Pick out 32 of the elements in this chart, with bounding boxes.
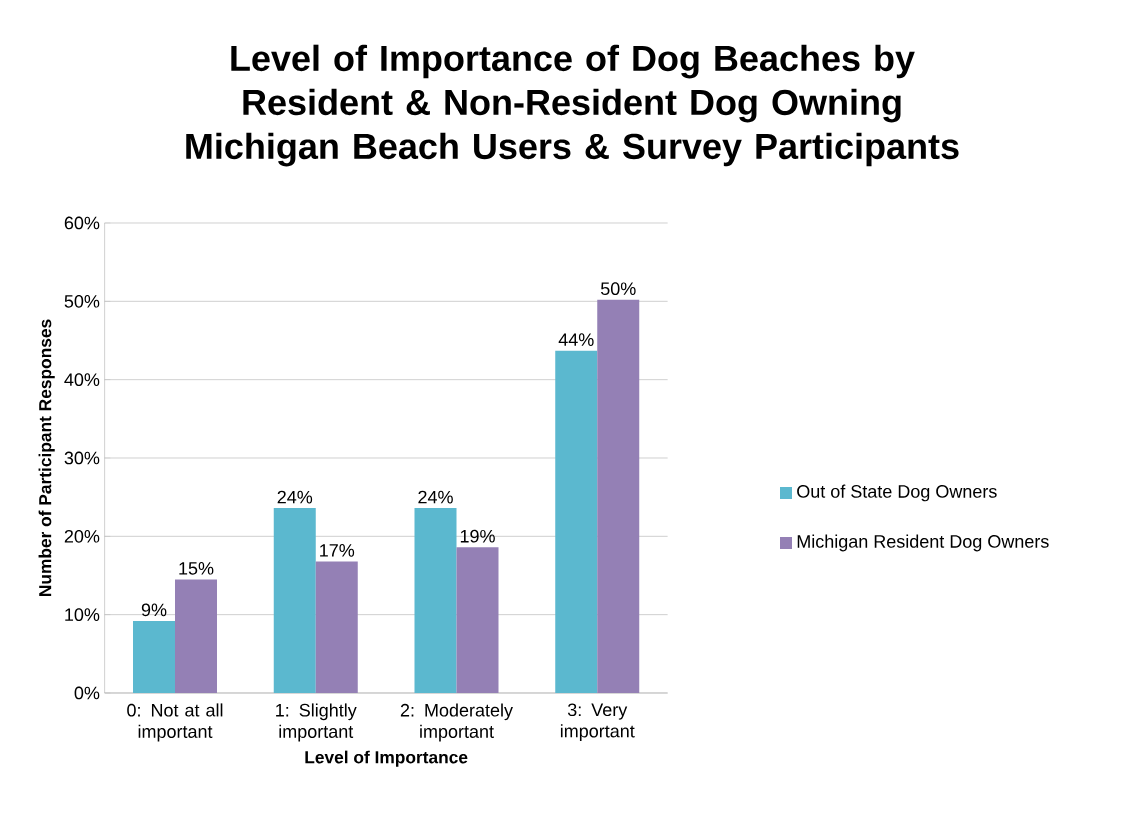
y-tick-label: 30%	[64, 451, 100, 465]
data-label: 24%	[418, 490, 453, 504]
data-label: 24%	[277, 490, 313, 504]
x-tick-label: 3: Very important	[560, 703, 635, 742]
legend-label: Out of State Dog Owners	[797, 484, 997, 502]
bar	[555, 350, 598, 693]
y-tick-label: 40%	[64, 373, 100, 387]
data-label: 44%	[558, 333, 594, 346]
chart-title: Level of Importance of Dog Beaches by Resident & Non-Resident Dog Owning Michigan Beach Users & Survey Participants	[186, 44, 959, 167]
y-tick-label: 20%	[64, 529, 100, 543]
x-tick-label: 2: Moderately important	[400, 703, 513, 742]
y-axis-title: Number of Participant Responses	[38, 319, 55, 597]
bar	[597, 299, 640, 693]
data-label: 15%	[179, 562, 214, 575]
data-label: 17%	[320, 544, 355, 557]
y-tick-label: 60%	[64, 216, 100, 230]
x-tick-label: 1: Slightly important	[276, 703, 357, 742]
bar	[456, 547, 499, 693]
bar	[273, 508, 316, 693]
y-tick-label: 10%	[65, 608, 100, 622]
bar	[175, 579, 218, 693]
y-tick-label: 50%	[64, 294, 100, 308]
bar	[414, 508, 457, 693]
y-tick-label: 0%	[74, 686, 100, 700]
legend-label: Michigan Resident Dog Owners	[797, 534, 1049, 552]
bar	[315, 561, 358, 693]
data-label: 19%	[460, 529, 495, 543]
x-axis-title: Level of Importance	[305, 750, 468, 767]
data-label: 9%	[141, 603, 167, 617]
bar	[133, 620, 176, 693]
x-tick-label: 0: Not at all important	[127, 703, 223, 742]
data-label: 50%	[600, 282, 636, 296]
